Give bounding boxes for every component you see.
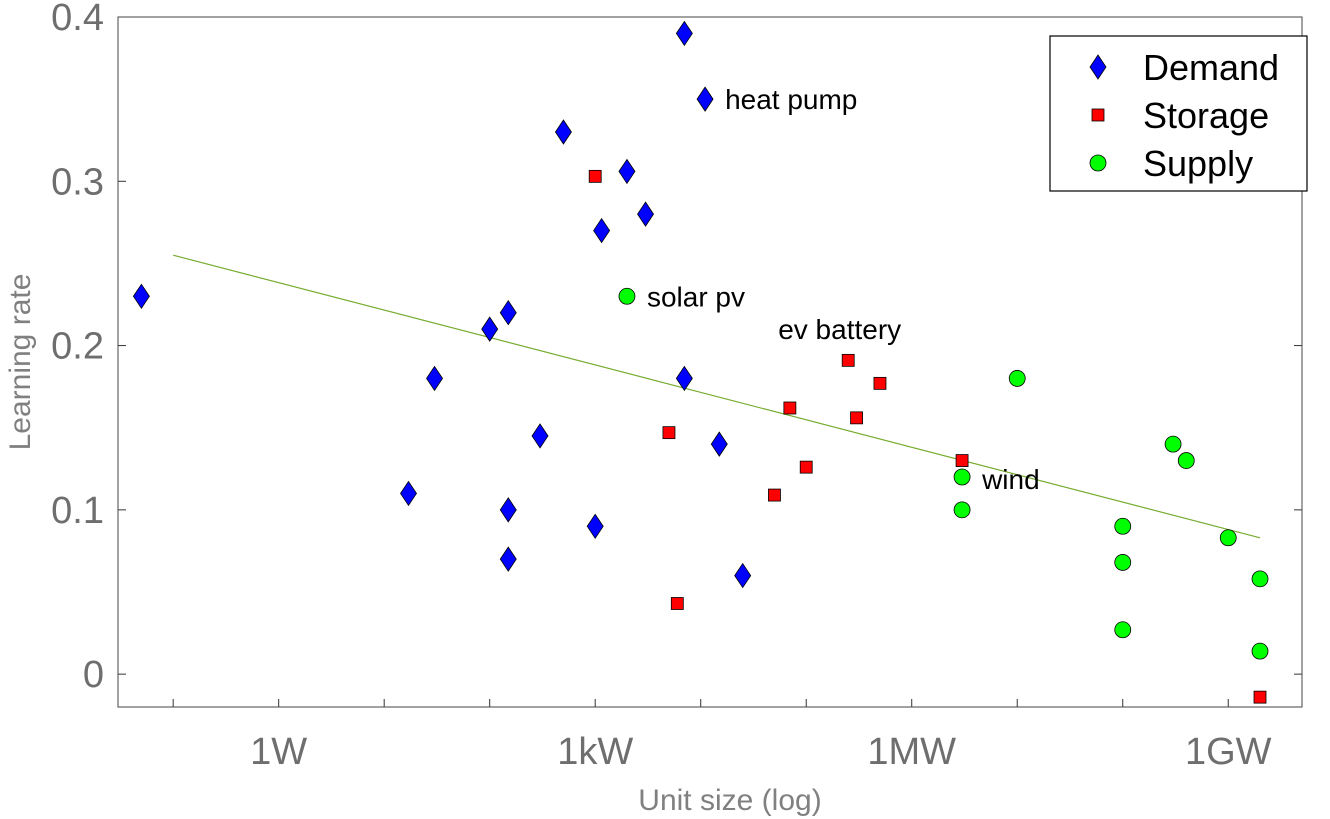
x-tick-label: 1MW (867, 731, 956, 773)
supply-point (1219, 529, 1237, 547)
storage-point (850, 411, 863, 425)
x-tick-label: 1kW (557, 731, 633, 773)
demand-point (586, 513, 604, 540)
legend-storage-marker (1091, 108, 1105, 122)
storage-point (768, 488, 781, 502)
trendline-group (173, 254, 1261, 539)
data-points (132, 20, 1269, 704)
demand-point (499, 546, 517, 572)
legend-entry-supply: Supply (1143, 143, 1253, 184)
legend-entry-storage: Storage (1143, 95, 1269, 136)
storage-point (670, 597, 684, 610)
legend-entry-demand: Demand (1143, 47, 1279, 88)
supply-point (953, 501, 971, 519)
demand-point (481, 316, 499, 342)
supply-point (1008, 370, 1026, 387)
annotation-label: solar pv (647, 281, 745, 312)
supply-point (1114, 554, 1132, 571)
x-tick-label: 1GW (1185, 731, 1272, 773)
demand-point (710, 431, 728, 457)
y-axis-title: Learning rate (4, 274, 37, 451)
demand-point (554, 119, 572, 145)
demand-point (734, 562, 752, 589)
trendline (173, 254, 1261, 539)
demand-point (618, 158, 636, 185)
storage-point (799, 460, 813, 474)
demand-point (675, 20, 693, 47)
demand-point (499, 299, 517, 326)
demand-point (593, 217, 611, 244)
supply-point (1251, 642, 1269, 660)
supply-point (1164, 435, 1182, 453)
supply-point (1251, 570, 1269, 588)
y-tick-label: 0.4 (51, 0, 104, 39)
x-tick-label: 1W (250, 731, 307, 773)
storage-point (1253, 690, 1267, 704)
annotations: heat pump solar pv ev battery wind (647, 84, 1040, 495)
y-tick-label: 0.1 (51, 490, 104, 532)
y-tick-label: 0.2 (51, 326, 104, 368)
annotation-label: wind (981, 464, 1040, 495)
storage-point (841, 353, 855, 367)
demand-point (696, 86, 714, 112)
demand-point (637, 201, 655, 227)
supply-point (953, 468, 971, 486)
series-demand (132, 20, 752, 589)
series-storage (588, 169, 1267, 704)
demand-point (499, 497, 517, 523)
supply-point (1114, 621, 1132, 639)
annotation-label: heat pump (725, 84, 857, 115)
series-supply (618, 287, 1269, 660)
supply-point (1177, 452, 1195, 469)
demand-point (531, 423, 549, 449)
demand-point (426, 365, 444, 392)
storage-point (873, 376, 887, 390)
supply-point (618, 287, 636, 305)
demand-point (132, 283, 150, 310)
legend-demand-marker (1089, 54, 1107, 80)
y-tick-label: 0 (83, 654, 104, 696)
legend: Demand Storage Supply (1049, 35, 1308, 192)
y-tick-label: 0.3 (51, 161, 104, 203)
legend-supply-marker (1089, 154, 1107, 172)
annotation-label: ev battery (778, 314, 901, 345)
storage-point (955, 454, 969, 467)
demand-point (400, 480, 417, 507)
storage-point (588, 169, 602, 183)
x-axis-title: Unit size (log) (638, 784, 821, 817)
demand-point (675, 365, 693, 392)
plot-border (117, 16, 1303, 708)
supply-point (1114, 517, 1132, 535)
axis-ticks: 1W 1kW 1MW 1GW 0 0.1 0.2 0.3 0.4 (51, 0, 1303, 773)
storage-point (662, 426, 676, 440)
storage-point (783, 401, 797, 415)
